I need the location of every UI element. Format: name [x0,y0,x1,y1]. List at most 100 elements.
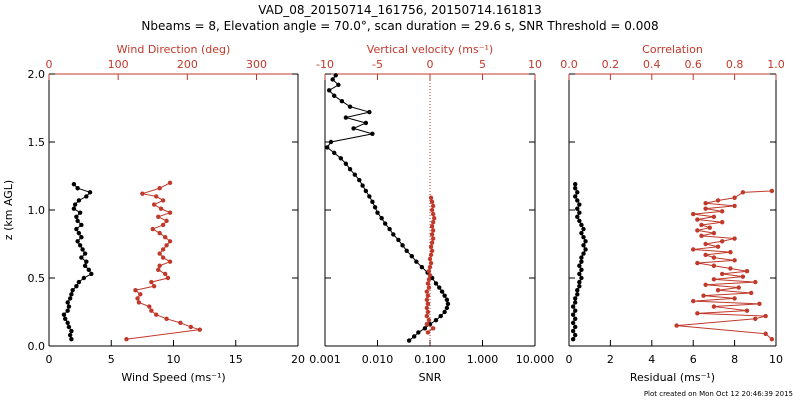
y-tick-label: 0.5 [28,272,46,285]
vertical-velocity-point [430,236,436,241]
wind-speed-point [84,259,89,264]
top-tick-label: 5 [479,58,486,71]
wind-speed-point [75,239,80,244]
wind-direction-point [156,214,161,219]
wind-speed-point [71,181,77,187]
wind-direction-point [160,222,166,228]
wind-panel: 0.0 0.5 1.0 1.5 2.0 z (km AGL) 0 5 10 15 20 Wind Sp… [2,43,305,384]
bottom-tick-label: 8 [731,353,738,366]
bottom-axis-label: Wind Speed (ms⁻¹) [121,371,225,384]
wind-direction-point [151,202,157,207]
y-tick-label: 1.5 [28,136,46,149]
correlation-point [736,285,741,290]
correlation-point [695,217,700,222]
wind-direction-point [167,239,173,244]
wind-direction-point [157,263,162,268]
wind-speed-point [80,247,85,252]
vertical-velocity-point [429,240,435,245]
wind-direction-point [149,308,154,313]
wind-speed-point [82,263,88,268]
wind-direction-point [167,180,173,185]
wind-speed-point [89,271,94,277]
vertical-velocity-point [426,317,432,323]
correlation-point [740,190,746,195]
snr-point [360,183,365,188]
wind-direction-point [157,251,162,256]
snr-point [375,210,380,215]
correlation-point [728,249,733,255]
residual-point [570,304,576,309]
bottom-tick-label: 1.000 [467,353,499,366]
snr-point [338,156,344,161]
residual-point [579,255,584,260]
wind-speed-point [67,332,73,338]
y-tick-label: 1.0 [28,204,46,217]
correlation-point [695,260,700,266]
wind-speed-point [75,218,80,224]
wind-speed-point [75,186,80,191]
correlation-point [719,209,725,214]
snr-point [433,281,439,286]
snr-point [326,88,332,93]
vertical-velocity-point [429,224,435,229]
residual-point [581,226,586,232]
snr-line [326,75,449,341]
snr-point [382,221,388,226]
wind-speed-point [65,308,70,313]
snr-point [387,226,392,232]
snr-point [445,301,451,307]
correlation-point [711,255,717,260]
bottom-tick-label: 10.000 [516,353,555,366]
vertical-velocity-point [425,309,431,315]
vertical-velocity-point [424,313,430,319]
wind-speed-point [74,283,79,289]
wind-direction-point [158,206,164,211]
bottom-axis-label: SNR [419,371,442,384]
wind-speed-point [77,210,83,215]
wind-speed-point [76,198,82,203]
snr-point [332,150,337,156]
vertical-velocity-point [424,305,430,311]
snr-point [343,161,349,166]
vertical-velocity-point [427,264,433,270]
wind-direction-point [188,324,193,330]
vertical-velocity-point [428,244,434,249]
wind-direction-point [164,316,169,321]
residual-point [570,337,576,342]
vertical-velocity-point [428,195,434,200]
vertical-velocity-point [429,248,435,253]
residual-point [579,275,584,281]
wind-speed-point [81,275,87,281]
wind-speed-point [79,222,84,228]
top-axis-label: Correlation [642,43,703,56]
snr-point [352,172,358,177]
correlation-point [691,298,696,304]
correlation-point [715,244,721,249]
snr-point [444,297,450,302]
correlation-point [691,247,696,252]
correlation-point [711,304,717,309]
wind-direction-point [157,230,162,236]
wind-direction-point [150,226,155,232]
bottom-tick-label: 5 [108,353,115,366]
vertical-velocity-point [426,277,432,282]
vertical-velocity-point [424,289,430,294]
residual-point [575,292,580,297]
snr-point [439,289,445,294]
residual-point [573,194,578,199]
correlation-point [769,188,775,194]
wind-speed-point [69,292,74,297]
residual-point [575,288,580,293]
top-tick-label: 200 [177,58,198,71]
bottom-tick-label: 2 [607,353,614,366]
snr-point [442,309,447,315]
top-axis-label: Wind Direction (deg) [117,43,231,56]
residual-point [581,251,586,256]
correlation-point [763,313,768,319]
correlation-point [695,311,700,316]
correlation-point [691,211,696,217]
correlation-point [699,222,704,228]
wind-direction-point [167,259,173,264]
wind-direction-point [197,327,202,332]
snr-point [330,77,335,82]
